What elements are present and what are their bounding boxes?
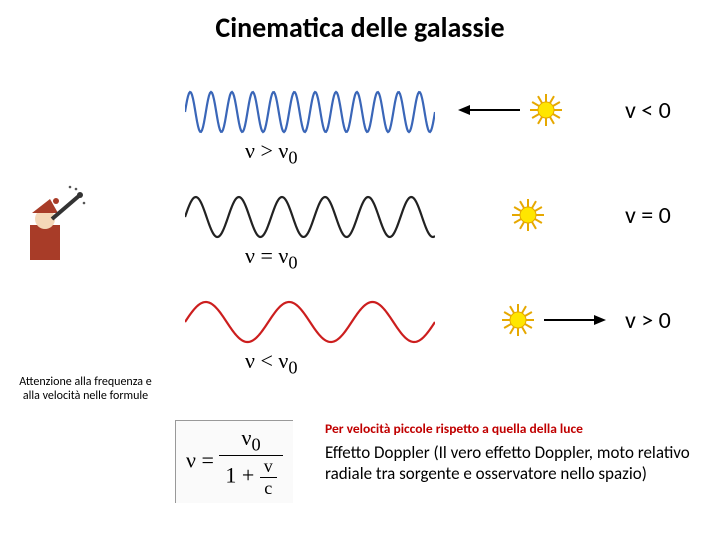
observer-illustration [18, 185, 88, 263]
velocity-label-1: v = 0 [625, 201, 671, 230]
wave-row-0 [185, 90, 435, 134]
explanation-text: Effetto Doppler (Il vero effetto Doppler… [325, 442, 705, 485]
velocity-label-2: v > 0 [625, 306, 671, 335]
wave-1 [185, 195, 435, 239]
formula-nu: ν [186, 447, 196, 472]
source-group-1 [510, 197, 546, 233]
doppler-formula: ν = ν0 1 + v c [175, 420, 293, 503]
freq-label-1: ν = ν0 [245, 243, 297, 273]
red-note: Per velocità piccole rispetto a quella d… [325, 420, 705, 437]
source-group-0 [458, 92, 564, 128]
arrow-right-icon [542, 313, 606, 327]
wave-0 [185, 90, 435, 134]
star-icon [510, 197, 546, 233]
velocity-label-0: v < 0 [625, 96, 671, 125]
wave-row-2 [185, 300, 435, 344]
page-title: Cinematica delle galassie [0, 10, 720, 45]
wave-2 [185, 300, 435, 344]
star-icon [528, 92, 564, 128]
source-group-2 [500, 302, 606, 338]
warning-text: Attenzione alla frequenza e alla velocit… [18, 375, 153, 403]
star-icon [500, 302, 536, 338]
freq-label-0: ν > ν0 [245, 138, 297, 168]
arrow-left-icon [458, 103, 522, 117]
wave-row-1 [185, 195, 435, 239]
freq-label-2: ν < ν0 [245, 348, 297, 378]
